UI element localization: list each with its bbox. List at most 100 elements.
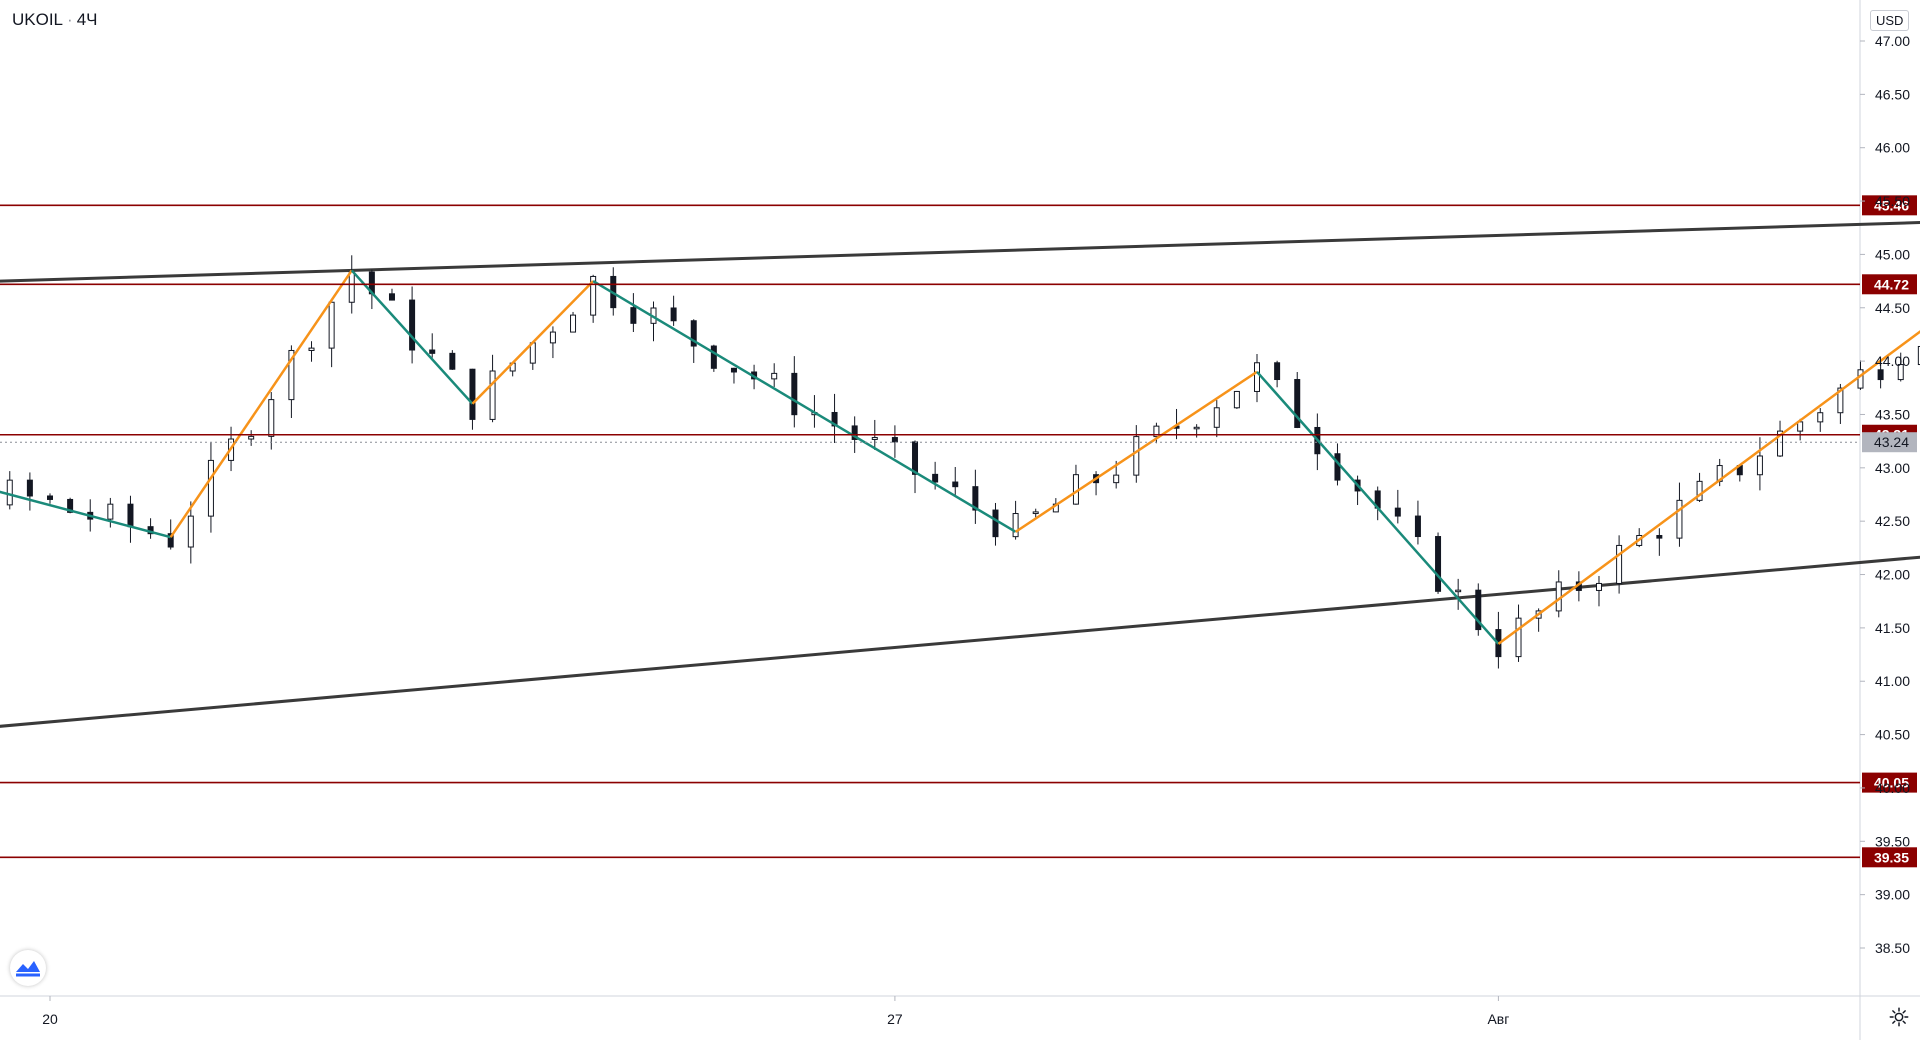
separator-dot: · — [67, 10, 73, 29]
candle-body — [972, 486, 979, 511]
candle-body — [1616, 544, 1623, 584]
price-tick-label: 42.50 — [1875, 513, 1910, 529]
candle-body — [1334, 453, 1341, 481]
candle-body — [388, 293, 395, 301]
candle-body — [1133, 436, 1140, 476]
price-axis[interactable]: 38.50 39.00 39.50 40.00 40.50 41.00 41.50 42.00… — [1860, 33, 1910, 956]
candle-body — [1012, 513, 1019, 538]
level-price-tag[interactable] — [1862, 274, 1917, 295]
candle-body — [549, 331, 556, 344]
candle-body — [1213, 407, 1220, 428]
candle-body — [1394, 507, 1401, 517]
candle-body — [871, 437, 878, 440]
candle-body — [1113, 474, 1120, 484]
candle-body — [791, 372, 798, 416]
price-tick-label: 45.00 — [1875, 246, 1910, 262]
candle-body — [1777, 430, 1784, 457]
interval-label: 4Ч — [76, 10, 98, 29]
price-tick-label: 41.00 — [1875, 673, 1910, 689]
candle-body — [429, 349, 436, 354]
level-price-tag[interactable] — [1862, 847, 1917, 868]
zigzag-segment — [169, 269, 353, 538]
candle-body — [1897, 364, 1904, 381]
price-tick-label: 44.00 — [1875, 353, 1910, 369]
price-tick-label: 45.50 — [1875, 193, 1910, 209]
candle-body — [449, 352, 456, 370]
candle-body — [1917, 345, 1920, 366]
price-tick-label: 40.50 — [1875, 727, 1910, 743]
trendline[interactable] — [0, 95, 1920, 290]
price-tick-label: 40.00 — [1875, 780, 1910, 796]
candle-body — [1435, 536, 1442, 592]
candle-body — [1254, 362, 1260, 392]
candle-body — [489, 370, 496, 420]
candle-body — [992, 509, 999, 538]
candle-body — [187, 515, 194, 548]
price-tick-label: 39.00 — [1875, 887, 1910, 903]
price-tick-label: 38.50 — [1875, 940, 1910, 956]
trendlines[interactable] — [0, 95, 1920, 753]
candle-body — [1274, 362, 1281, 381]
candle-body — [1857, 369, 1864, 389]
last-price-tag[interactable] — [1862, 432, 1917, 453]
zigzag-segment — [471, 280, 595, 405]
time-tick-label: Авг — [1487, 1011, 1509, 1027]
candle-body — [730, 367, 737, 373]
candle-body — [1193, 426, 1200, 430]
zigzag-segment — [0, 490, 172, 539]
candle-body — [690, 320, 697, 347]
candle-body — [670, 307, 677, 322]
candle-body — [308, 347, 315, 351]
candle-body — [409, 299, 416, 351]
price-tick-label: 47.00 — [1875, 33, 1910, 49]
candle-body — [1455, 589, 1462, 593]
candle-body — [590, 275, 597, 316]
candlesticks — [6, 255, 1920, 669]
zigzag-segment — [1256, 370, 1500, 645]
candle-body — [710, 345, 717, 369]
candle-body — [851, 425, 858, 440]
price-tick-label: 46.50 — [1875, 86, 1910, 102]
candle-body — [348, 271, 355, 303]
price-tick-label: 43.50 — [1875, 406, 1910, 422]
gear-icon[interactable] — [1888, 1006, 1910, 1028]
zigzag-segment — [1014, 370, 1258, 533]
time-tick-label: 27 — [887, 1011, 903, 1027]
symbol-name: UKOIL — [12, 10, 64, 29]
candle-body — [1515, 617, 1522, 658]
level-price-tag[interactable] — [1862, 195, 1917, 216]
candle-body — [207, 459, 214, 517]
candle-body — [1414, 515, 1421, 538]
candle-body — [891, 437, 898, 443]
price-tick-label: 43.00 — [1875, 460, 1910, 476]
last-price-label: 43.24 — [1874, 434, 1909, 450]
candle-body — [127, 503, 134, 528]
level-price-label: 44.72 — [1874, 276, 1909, 292]
trendline[interactable] — [0, 190, 1920, 753]
time-axis[interactable]: 20 27 Авг — [42, 996, 1509, 1027]
candle-body — [1837, 387, 1844, 414]
candle-body — [1475, 589, 1482, 631]
candle-body — [47, 495, 53, 500]
candle-body — [248, 435, 255, 440]
candle-body — [6, 479, 13, 506]
candle-body — [328, 301, 335, 349]
level-price-label: 39.35 — [1874, 849, 1909, 865]
symbol-title[interactable]: UKOIL · 4Ч — [12, 10, 98, 30]
candle-body — [1696, 480, 1703, 501]
price-tick-label: 39.50 — [1875, 833, 1910, 849]
candle-body — [288, 349, 295, 401]
candle-body — [107, 503, 114, 520]
level-price-tag[interactable] — [1862, 772, 1917, 793]
candle-body — [912, 441, 919, 475]
currency-badge[interactable]: USD — [1870, 10, 1910, 31]
candle-body — [1676, 499, 1683, 539]
candle-body — [26, 479, 33, 497]
tradingview-logo-icon[interactable] — [10, 950, 46, 986]
time-tick-label: 20 — [42, 1011, 58, 1027]
candle-body — [1294, 379, 1301, 428]
